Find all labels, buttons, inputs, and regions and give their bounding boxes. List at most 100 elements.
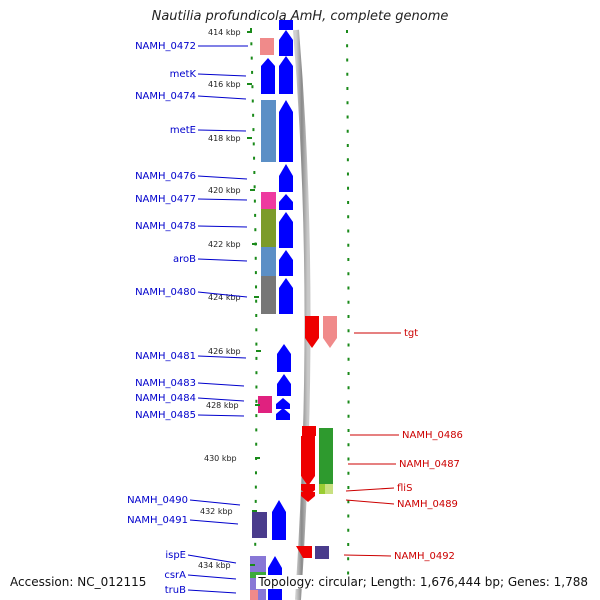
gene-block[interactable] [260,38,274,55]
kbp-tick-label: 422 kbp [208,240,241,249]
gene-arrow[interactable] [279,212,293,248]
forward-gene-label[interactable]: NAMH_0483 [135,378,196,389]
forward-gene-label[interactable]: ispE [165,550,186,561]
guide-dot [347,343,350,347]
guide-dot [346,72,349,76]
kbp-tick-label: 424 kbp [208,293,241,302]
gene-block[interactable] [261,58,275,94]
forward-gene-label[interactable]: truB [165,585,186,596]
gene-arrow[interactable] [279,100,293,162]
reverse-gene-label[interactable]: NAMH_0492 [394,551,455,562]
guide-dot [347,186,350,190]
forward-gene-label[interactable]: NAMH_0490 [127,495,188,506]
gene-block[interactable] [261,100,276,162]
guide-dot [346,30,348,33]
guide-dot [250,56,253,60]
gene-arrow[interactable] [279,164,293,192]
forward-gene-label[interactable]: NAMH_0480 [135,287,196,298]
guide-dot [347,315,350,318]
forward-gene-label[interactable]: NAMH_0478 [135,221,196,232]
kbp-tick-mark [255,404,260,406]
gene-block[interactable] [250,590,258,600]
gene-arrow[interactable] [279,56,293,94]
leader-line [197,397,245,402]
gene-arrow[interactable] [272,500,286,540]
forward-gene-label[interactable]: aroB [173,254,196,265]
leader-line [345,499,395,505]
forward-gene-label[interactable]: NAMH_0474 [135,91,196,102]
forward-gene-label[interactable]: metK [170,69,197,80]
gene-block[interactable] [261,192,276,209]
gene-block[interactable] [261,276,276,314]
gene-arrow[interactable] [277,374,291,396]
guide-dot [346,44,349,48]
gene-block[interactable] [301,436,315,486]
forward-gene-labels: NAMH_0472 metK NAMH_0474 metE NAMH_0476 NAMH_… [127,41,248,596]
kbp-ruler: 414 kbp 416 kbp 418 kbp 420 kbp 422 kbp 424 k… [198,28,261,570]
gene-block[interactable] [323,316,337,348]
gene-arrow[interactable] [276,408,290,420]
guide-dot [347,500,350,504]
forward-gene-label[interactable]: NAMH_0477 [135,194,196,205]
reverse-gene-label[interactable]: NAMH_0487 [399,459,460,470]
guide-dot [346,158,349,162]
guide-dot [251,70,254,74]
gene-block[interactable] [261,209,276,247]
kbp-tick-label: 420 kbp [208,186,241,195]
gene-arrow[interactable] [279,20,293,30]
guide-dot [346,115,349,119]
gene-arrow[interactable] [277,344,291,372]
forward-gene-label[interactable]: NAMH_0472 [135,41,196,52]
guide-dot [347,258,350,261]
gene-block[interactable] [261,247,276,276]
forward-gene-label[interactable]: metE [170,125,196,136]
forward-gene-label[interactable]: NAMH_0476 [135,171,196,182]
leader-line [197,225,248,228]
forward-gene-label[interactable]: NAMH_0491 [127,515,188,526]
gene-block[interactable] [296,546,312,558]
leader-line [197,175,248,180]
gene-block[interactable] [250,556,266,572]
gene-arrow[interactable] [279,278,293,314]
map-title: Nautilia profundicola AmH, complete geno… [151,9,449,24]
guide-dot [347,543,350,546]
gene-arrow[interactable] [279,30,293,56]
leader-line [343,554,392,557]
guide-dot [347,400,350,404]
kbp-tick-label: 418 kbp [208,134,241,143]
guide-dot [255,299,258,303]
reverse-gene-label[interactable]: NAMH_0486 [402,430,463,441]
gene-block[interactable] [319,428,333,484]
guide-dot [254,485,257,489]
gene-arrow[interactable] [279,194,293,210]
reverse-gene-label[interactable]: fliS [397,483,412,494]
forward-gene-label[interactable]: NAMH_0484 [135,393,196,404]
forward-gene-label[interactable]: NAMH_0485 [135,410,196,421]
gene-arrow[interactable] [276,398,290,409]
gene-block[interactable] [325,484,333,494]
guide-dot [347,272,350,276]
leader-line [187,589,237,594]
guide-dot [346,58,349,62]
gene-block[interactable] [305,316,319,348]
guide-dot [347,429,350,432]
gene-block[interactable] [252,512,267,538]
guide-dot [347,215,350,219]
guide-dot [252,113,255,117]
guide-dot [347,286,350,290]
gene-block[interactable] [302,426,316,436]
guide-dot [346,172,349,176]
gene-block[interactable] [301,492,315,502]
gene-block[interactable] [315,546,329,559]
forward-gene-label[interactable]: csrA [164,570,186,581]
guide-dot [347,243,350,247]
topology-text: Topology: circular; Length: 1,676,444 bp… [256,575,590,589]
forward-gene-label[interactable]: NAMH_0481 [135,351,196,362]
reverse-gene-label[interactable]: NAMH_0489 [397,499,458,510]
gene-arrow[interactable] [279,250,293,276]
leader-line [189,519,239,525]
guide-dot [347,229,350,233]
gene-block[interactable] [258,396,272,413]
guide-dot [255,414,258,418]
reverse-gene-label[interactable]: tgt [404,328,418,339]
